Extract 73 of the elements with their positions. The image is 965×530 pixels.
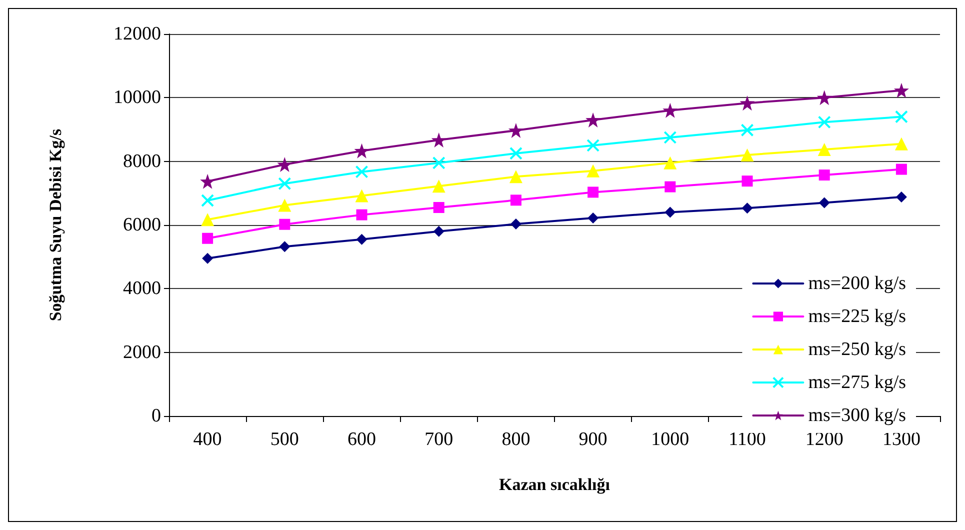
point xyxy=(742,176,753,187)
y-tick-label: 6000 xyxy=(123,214,161,236)
point xyxy=(742,202,753,214)
point xyxy=(356,234,368,245)
legend-label: ms=250 kg/s xyxy=(808,339,906,360)
point xyxy=(202,232,214,244)
point xyxy=(510,218,522,230)
y-tick-label: 4000 xyxy=(123,278,161,300)
point xyxy=(356,209,368,220)
point xyxy=(279,241,290,252)
point xyxy=(894,110,908,124)
point xyxy=(896,191,907,202)
point xyxy=(432,156,446,170)
point xyxy=(201,194,214,207)
point xyxy=(662,102,678,118)
x-tick-label: 400 xyxy=(193,429,222,450)
point xyxy=(509,146,522,160)
point xyxy=(432,180,446,193)
x-axis-title: Kazan sıcaklığı xyxy=(499,475,610,494)
point xyxy=(740,96,755,111)
legend-label: ms=275 kg/s xyxy=(808,372,906,393)
legend-label: ms=225 kg/s xyxy=(808,306,906,327)
x-tick-label: 900 xyxy=(578,429,608,450)
x-tick-label: 1000 xyxy=(651,429,690,450)
point xyxy=(509,170,522,184)
point xyxy=(510,194,522,206)
point xyxy=(818,197,830,208)
point xyxy=(818,116,831,129)
y-tick-label: 2000 xyxy=(123,342,161,363)
point xyxy=(818,143,831,156)
x-tick-label: 1300 xyxy=(882,429,920,450)
x-tick-label: 1200 xyxy=(805,429,844,450)
x-tick-label: 500 xyxy=(270,429,299,450)
point xyxy=(588,186,599,198)
point xyxy=(740,148,754,162)
point xyxy=(279,218,290,230)
point xyxy=(433,202,444,213)
y-tick-label: 12000 xyxy=(114,24,161,44)
point xyxy=(664,206,676,218)
point xyxy=(278,198,292,212)
point xyxy=(896,164,907,175)
point xyxy=(586,112,601,128)
legend-label: ms=200 kg/s xyxy=(808,273,906,294)
point xyxy=(818,170,830,181)
x-tick-label: 700 xyxy=(424,429,454,450)
point xyxy=(278,177,292,190)
x-tick-label: 800 xyxy=(502,429,530,450)
point xyxy=(664,156,677,170)
point xyxy=(894,82,909,98)
point xyxy=(586,138,600,152)
point xyxy=(588,212,599,224)
point xyxy=(664,181,676,192)
point xyxy=(355,189,368,202)
point xyxy=(894,137,908,150)
point xyxy=(202,252,214,264)
point xyxy=(201,213,214,226)
point xyxy=(354,143,370,158)
point xyxy=(586,164,600,178)
point xyxy=(431,132,446,148)
x-tick-label: 1100 xyxy=(728,429,766,450)
point xyxy=(816,90,832,106)
point xyxy=(355,165,368,178)
y-axis-title: Soğutma Suyu Debisi Kg/s xyxy=(46,128,65,322)
point xyxy=(740,124,754,137)
y-tick-label: 10000 xyxy=(114,87,161,108)
point xyxy=(508,122,524,138)
point xyxy=(664,130,677,144)
x-tick-label: 600 xyxy=(348,429,376,450)
point xyxy=(433,226,444,237)
point xyxy=(200,174,216,189)
legend-label: ms=300 kg/s xyxy=(808,405,906,426)
y-tick-label: 8000 xyxy=(123,150,161,172)
y-tick-label: 0 xyxy=(152,406,161,426)
